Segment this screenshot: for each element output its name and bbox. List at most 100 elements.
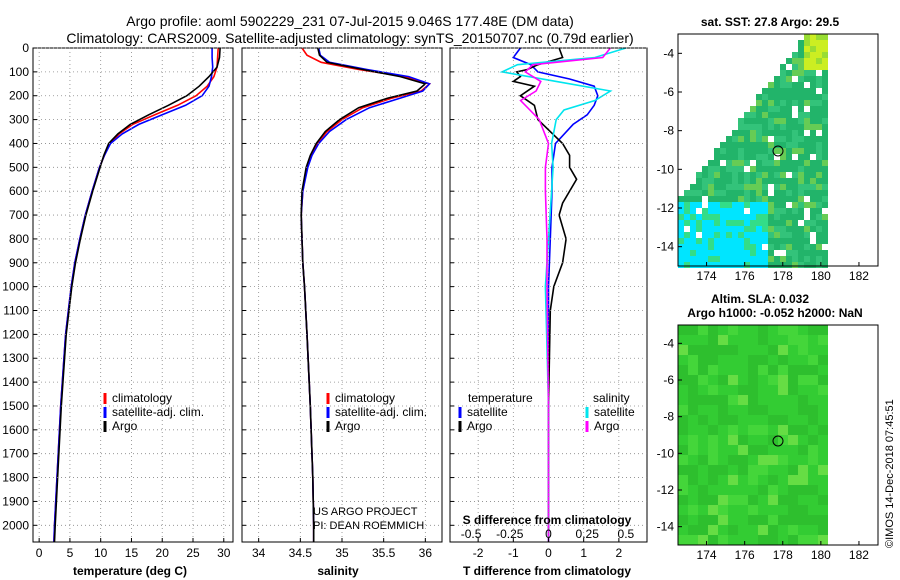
- sst-cell: [750, 166, 756, 172]
- sst-cell: [708, 244, 714, 250]
- sla-cell: [698, 355, 708, 365]
- sst-cell: [792, 262, 798, 268]
- sla-cell: [718, 455, 728, 465]
- sst-cell: [732, 160, 738, 166]
- sla-cell: [728, 515, 738, 525]
- sst-cell: [678, 220, 684, 226]
- sst-cell: [750, 130, 756, 136]
- sst-cell: [714, 196, 720, 202]
- sst-cell: [804, 178, 810, 184]
- sla-cell: [778, 495, 788, 505]
- sla-cell: [758, 475, 768, 485]
- depth-tick-label: 500: [9, 160, 29, 174]
- sst-cell: [684, 208, 690, 214]
- sst-cell: [744, 196, 750, 202]
- sst-cell: [756, 124, 762, 130]
- sst-cell: [816, 82, 822, 88]
- legend-temperature-title: temperature: [468, 391, 533, 405]
- sla-cell: [708, 385, 718, 395]
- sst-cell: [684, 238, 690, 244]
- sst-cell: [762, 172, 768, 178]
- sst-cell: [684, 190, 690, 196]
- sst-cell: [702, 184, 708, 190]
- sst-cell: [822, 226, 828, 232]
- sst-cell: [690, 250, 696, 256]
- sst-cell: [780, 214, 786, 220]
- sst-cell: [732, 232, 738, 238]
- depth-tick-label: 400: [9, 136, 29, 150]
- sla-cell: [708, 375, 718, 385]
- sla-cell: [788, 365, 798, 375]
- series-line-temperature-satellite: [512, 47, 599, 542]
- sla-cell: [798, 355, 808, 365]
- sst-cell: [708, 208, 714, 214]
- sst-cell: [792, 250, 798, 256]
- sla-cell: [818, 495, 828, 505]
- sst-cell: [750, 142, 756, 148]
- sla-cell: [748, 535, 758, 545]
- sst-cell: [774, 172, 780, 178]
- sla-cell: [708, 325, 718, 335]
- sst-cell: [822, 256, 828, 262]
- sst-cell: [786, 106, 792, 112]
- sst-cell: [780, 130, 786, 136]
- sla-cell: [728, 375, 738, 385]
- sst-cell: [750, 250, 756, 256]
- sst-cell: [726, 184, 732, 190]
- sst-cell: [708, 160, 714, 166]
- sst-cell: [780, 196, 786, 202]
- sst-cell: [798, 256, 804, 262]
- sla-cell: [738, 435, 748, 445]
- sla-cell: [688, 365, 698, 375]
- sst-cell: [720, 196, 726, 202]
- sst-cell: [810, 202, 816, 208]
- sla-cell: [738, 365, 748, 375]
- sst-cell: [822, 160, 828, 166]
- sla-cell: [798, 525, 808, 535]
- sla-cell: [698, 365, 708, 375]
- sla-cell: [818, 355, 828, 365]
- sla-cell: [728, 345, 738, 355]
- sst-cell: [732, 226, 738, 232]
- sla-cell: [798, 435, 808, 445]
- sst-cell: [768, 94, 774, 100]
- series-line-climatology: [300, 47, 432, 542]
- sst-cell: [738, 166, 744, 172]
- sst-cell: [780, 190, 786, 196]
- sla-map-x-tick-label: 180: [811, 548, 831, 562]
- sst-cell: [768, 88, 774, 94]
- sla-cell: [778, 425, 788, 435]
- sla-cell: [808, 525, 818, 535]
- sla-cell: [678, 435, 688, 445]
- sst-cell: [822, 262, 828, 268]
- sla-cell: [718, 465, 728, 475]
- sst-map-x-tick-label: 176: [735, 269, 755, 283]
- sla-cell: [688, 355, 698, 365]
- depth-tick-label: 1100: [3, 304, 29, 318]
- sst-cell: [732, 154, 738, 160]
- sla-cell: [818, 415, 828, 425]
- sla-map-y-tick-label: -12: [657, 483, 675, 497]
- sla-cell: [688, 435, 698, 445]
- sst-cell: [798, 46, 804, 52]
- sla-cell: [708, 445, 718, 455]
- sst-cell: [690, 232, 696, 238]
- depth-tick-label: 800: [9, 232, 29, 246]
- sst-cell: [720, 184, 726, 190]
- sst-cell: [810, 130, 816, 136]
- sla-cell: [788, 415, 798, 425]
- sst-cell: [678, 238, 684, 244]
- sla-cell: [768, 335, 778, 345]
- sla-cell: [808, 425, 818, 435]
- sst-cell: [822, 148, 828, 154]
- sst-cell: [822, 136, 828, 142]
- depth-tick-label: 1700: [2, 447, 29, 461]
- sla-cell: [768, 415, 778, 425]
- sst-cell: [786, 160, 792, 166]
- sst-cell: [786, 94, 792, 100]
- sla-cell: [798, 505, 808, 515]
- sst-cell: [798, 112, 804, 118]
- sst-cell: [726, 214, 732, 220]
- sla-cell: [698, 525, 708, 535]
- sst-cell: [744, 154, 750, 160]
